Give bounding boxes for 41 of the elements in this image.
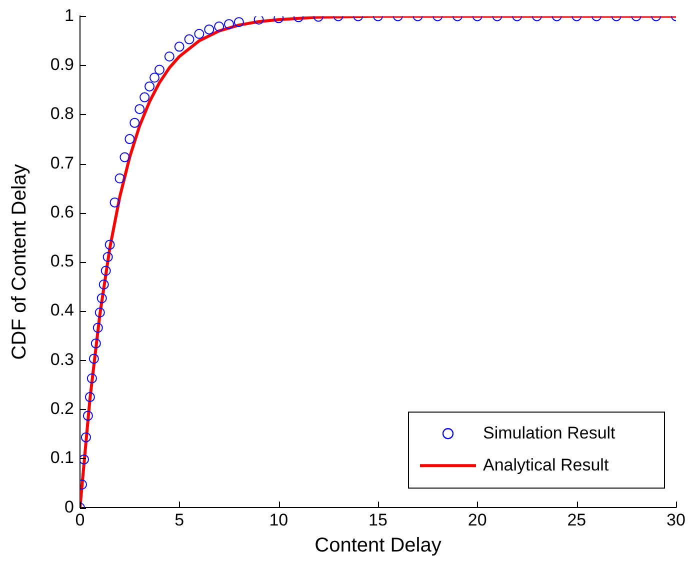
y-tick-label: 0 — [64, 497, 74, 516]
point — [84, 392, 95, 402]
y-tick-label: 0.4 — [50, 300, 74, 320]
x-tick-label: 20 — [468, 510, 487, 530]
y-tick-label: 0.5 — [50, 252, 74, 271]
y-tick-label: 0.7 — [50, 153, 74, 172]
y-tick-label: 0.1 — [50, 448, 74, 468]
point — [114, 173, 125, 184]
y-axis-title: CDF of Content Delay — [8, 164, 31, 360]
point — [98, 280, 109, 290]
legend-label: Analytical Result — [483, 455, 609, 474]
point — [134, 104, 145, 114]
x-tick-label: 10 — [269, 510, 288, 530]
y-tick-label: 0.6 — [50, 202, 74, 222]
x-tick-label: 5 — [174, 510, 184, 530]
point — [94, 308, 105, 318]
point — [100, 266, 111, 276]
point — [92, 322, 103, 333]
point — [110, 197, 120, 208]
point — [90, 338, 101, 348]
point — [80, 432, 91, 442]
point — [86, 373, 97, 384]
point — [254, 16, 264, 25]
point — [80, 454, 89, 464]
x-tick-label: 25 — [567, 510, 586, 530]
point — [88, 354, 99, 364]
y-tick-label: 0.3 — [50, 350, 74, 369]
x-axis-title: Content Delay — [314, 534, 442, 557]
point — [120, 152, 130, 162]
point — [124, 134, 135, 144]
y-tick-label: 0.2 — [50, 399, 74, 418]
y-tick-label: 0.9 — [50, 55, 74, 74]
y-tick-label: 0.8 — [50, 104, 74, 124]
y-tick-label: 1 — [64, 6, 74, 25]
legend-label: Simulation Result — [483, 423, 616, 442]
x-tick-label: 15 — [368, 510, 388, 530]
point — [82, 410, 93, 421]
point — [102, 252, 113, 262]
x-tick-label: 30 — [666, 510, 686, 530]
point — [104, 240, 115, 250]
point — [96, 293, 107, 304]
